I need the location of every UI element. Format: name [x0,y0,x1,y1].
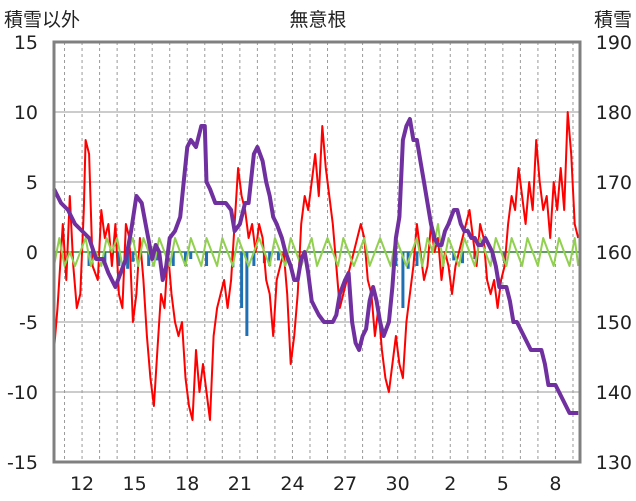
x-axis-tick-label: 24 [280,473,304,495]
blue-bar [171,252,175,266]
blue-bar [252,252,256,266]
left-axis-tick-label: 15 [14,32,38,54]
x-axis-tick-label: 5 [497,473,509,495]
purple-snow-depth-line [52,117,579,415]
right-axis-tick-label: 160 [596,242,632,264]
blue-bar [401,252,405,308]
right-axis-tick-label: 150 [596,312,632,334]
blue-bar [184,252,187,266]
red-series-line [53,111,580,421]
x-axis-tick-labels: 12 15 18 21 24 27 30 2 5 8 [70,473,562,495]
right-axis-tick-label: 170 [596,172,632,194]
blue-bar [240,252,244,308]
line-series [52,111,580,421]
left-axis-tick-label: 10 [14,102,38,124]
left-axis-title: 積雪以外 [4,9,80,31]
blue-bar [131,252,135,262]
blue-bar [452,252,456,261]
x-axis-tick-label: 12 [70,473,94,495]
right-axis-tick-labels: 190 180 170 160 150 140 130 [596,32,632,474]
plot-frame [52,40,582,464]
blue-bar [126,252,130,269]
chart-title: 無意根 [289,9,346,31]
right-axis-tick-label: 130 [596,452,632,474]
left-axis-tick-labels: 15 10 5 0 -5 -10 -15 [7,32,38,474]
left-axis-tick-label: -10 [7,382,38,404]
blue-bar [415,252,419,266]
blue-bar [103,252,107,264]
right-axis-title: 積雪 [594,9,632,31]
right-axis-tick-label: 180 [596,102,632,124]
x-axis-tick-label: 15 [123,473,147,495]
blue-bar [117,252,121,266]
blue-bar [461,252,465,264]
right-axis-tick-label: 140 [596,382,632,404]
x-axis-tick-label: 2 [444,473,456,495]
x-axis-tick-label: 30 [386,473,410,495]
x-axis-tick-label: 18 [175,473,199,495]
left-axis-tick-label: 5 [26,172,38,194]
x-axis-tick-label: 8 [549,473,561,495]
x-axis-tick-label: 27 [333,473,357,495]
left-axis-tick-label: -15 [7,452,38,474]
blue-bar [155,252,159,261]
blue-bar [268,252,272,266]
left-axis-tick-label: 0 [26,242,38,264]
right-axis-tick-label: 190 [596,32,632,54]
blue-bar [245,252,249,336]
blue-bar [147,252,151,266]
x-axis-tick-label: 21 [228,473,252,495]
blue-bar [205,252,209,266]
left-axis-tick-label: -5 [19,312,38,334]
blue-bar [276,252,280,261]
blue-bar [189,252,193,259]
